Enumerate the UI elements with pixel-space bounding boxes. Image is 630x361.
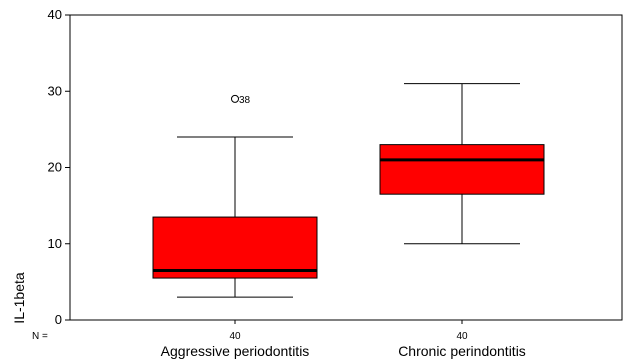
- y-tick-label: 10: [48, 236, 62, 251]
- outlier-label: 38: [239, 95, 251, 106]
- category-label: Chronic perindontitis: [398, 343, 526, 359]
- box-group: [379, 83, 545, 245]
- y-tick-label: 30: [48, 83, 62, 98]
- y-axis: 0 10 20 30 40: [48, 7, 70, 327]
- n-count-label: 40: [229, 331, 241, 342]
- y-tick-label: 0: [55, 312, 62, 327]
- n-prefix-label: N =: [32, 331, 48, 342]
- y-tick-label: 40: [48, 7, 62, 22]
- category-label: Aggressive periodontitis: [161, 343, 310, 359]
- n-count-label: 40: [456, 331, 468, 342]
- iqr-box: [152, 216, 318, 279]
- y-axis-label: IL-1beta: [11, 272, 27, 324]
- y-tick-label: 20: [48, 160, 62, 175]
- outlier-marker: [231, 94, 239, 103]
- box-group: 38: [152, 94, 318, 298]
- box-series: 38: [152, 83, 545, 298]
- iqr-box: [379, 144, 545, 195]
